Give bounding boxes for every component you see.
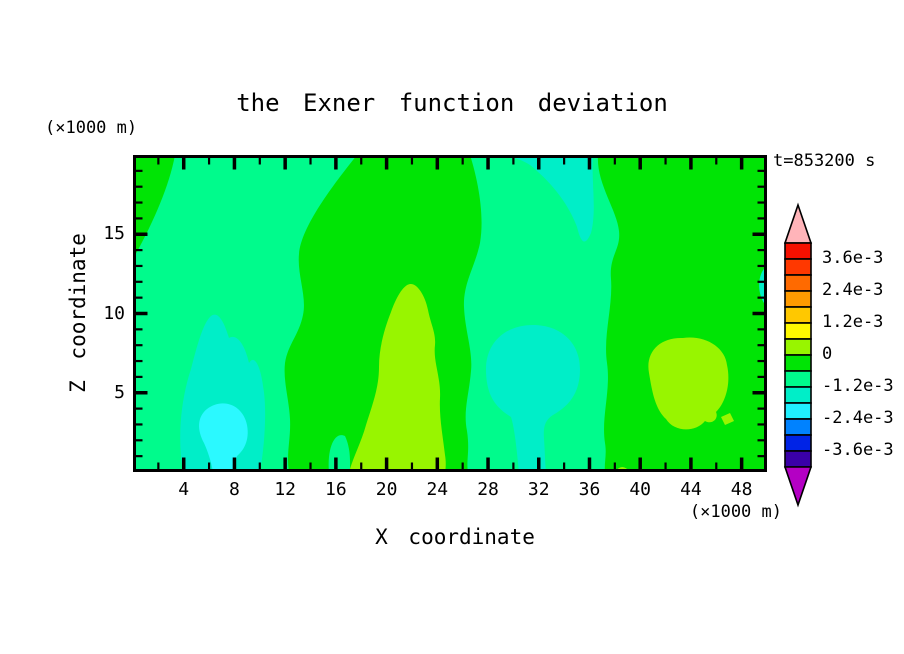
chart-title: the Exner function deviation	[236, 89, 668, 117]
region-aqua-middle-comma	[486, 325, 580, 472]
colorbar-label--2.4e-3: -2.4e-3	[822, 408, 894, 428]
contour-plot	[133, 155, 767, 472]
colorbar-segment-0	[784, 242, 812, 260]
colorbar	[783, 202, 813, 508]
colorbar-segment-7	[784, 354, 812, 372]
colorbar-segment-10	[784, 402, 812, 420]
x-tick-label-24: 24	[426, 479, 449, 500]
region-aqua-top-wedge	[503, 155, 594, 242]
colorbar-segment-8	[784, 370, 812, 388]
colorbar-label-1.2e-3: 1.2e-3	[822, 312, 884, 332]
colorbar-segment-2	[784, 274, 812, 292]
region-chartreuse-right-speck	[721, 413, 734, 425]
timestamp-label: t=853200 s	[773, 151, 876, 171]
colorbar-label--3.6e-3: -3.6e-3	[822, 440, 894, 460]
colorbar-label-2.4e-3: 2.4e-3	[822, 280, 884, 300]
z-axis-unit-label: (×1000 m)	[45, 118, 138, 138]
x-tick-label-20: 20	[375, 479, 398, 500]
colorbar-over-arrow	[783, 202, 813, 244]
colorbar-segment-13	[784, 450, 812, 468]
x-tick-label-4: 4	[178, 479, 190, 500]
colorbar-segment-1	[784, 258, 812, 276]
colorbar-segment-4	[784, 306, 812, 324]
x-tick-label-16: 16	[325, 479, 347, 500]
x-tick-label-36: 36	[578, 479, 601, 500]
colorbar-label--1.2e-3: -1.2e-3	[822, 376, 894, 396]
region-cyan-left-core	[199, 403, 248, 472]
colorbar-label-0: 0	[822, 344, 833, 364]
colorbar-segment-9	[784, 386, 812, 404]
colorbar-segment-3	[784, 290, 812, 308]
x-tick-label-8: 8	[229, 479, 240, 500]
region-chartreuse-middle-blob	[349, 283, 446, 472]
x-axis-title: X coordinate	[375, 525, 535, 549]
colorbar-segment-12	[784, 434, 812, 452]
x-axis-unit-label: (×1000 m)	[689, 502, 782, 522]
z-tick-label-15: 15	[103, 223, 125, 245]
z-tick-label-10: 10	[103, 302, 125, 324]
x-tick-label-44: 44	[680, 479, 702, 500]
z-tick-label-5: 5	[114, 381, 125, 403]
region-chartreuse-right-blob	[648, 337, 729, 430]
colorbar-under-arrow	[783, 466, 813, 508]
colorbar-segment-11	[784, 418, 812, 436]
colorbar-segment-6	[784, 338, 812, 356]
x-tick-label-40: 40	[629, 479, 652, 500]
x-tick-label-48: 48	[730, 479, 753, 500]
x-tick-label-28: 28	[477, 479, 499, 500]
colorbar-label-3.6e-3: 3.6e-3	[822, 248, 884, 268]
x-tick-label-32: 32	[527, 479, 550, 500]
x-tick-label-12: 12	[274, 479, 296, 500]
z-axis-title: Z coordinate	[66, 233, 90, 393]
colorbar-segment-5	[784, 322, 812, 340]
region-spring-notch-bottom	[328, 435, 351, 472]
